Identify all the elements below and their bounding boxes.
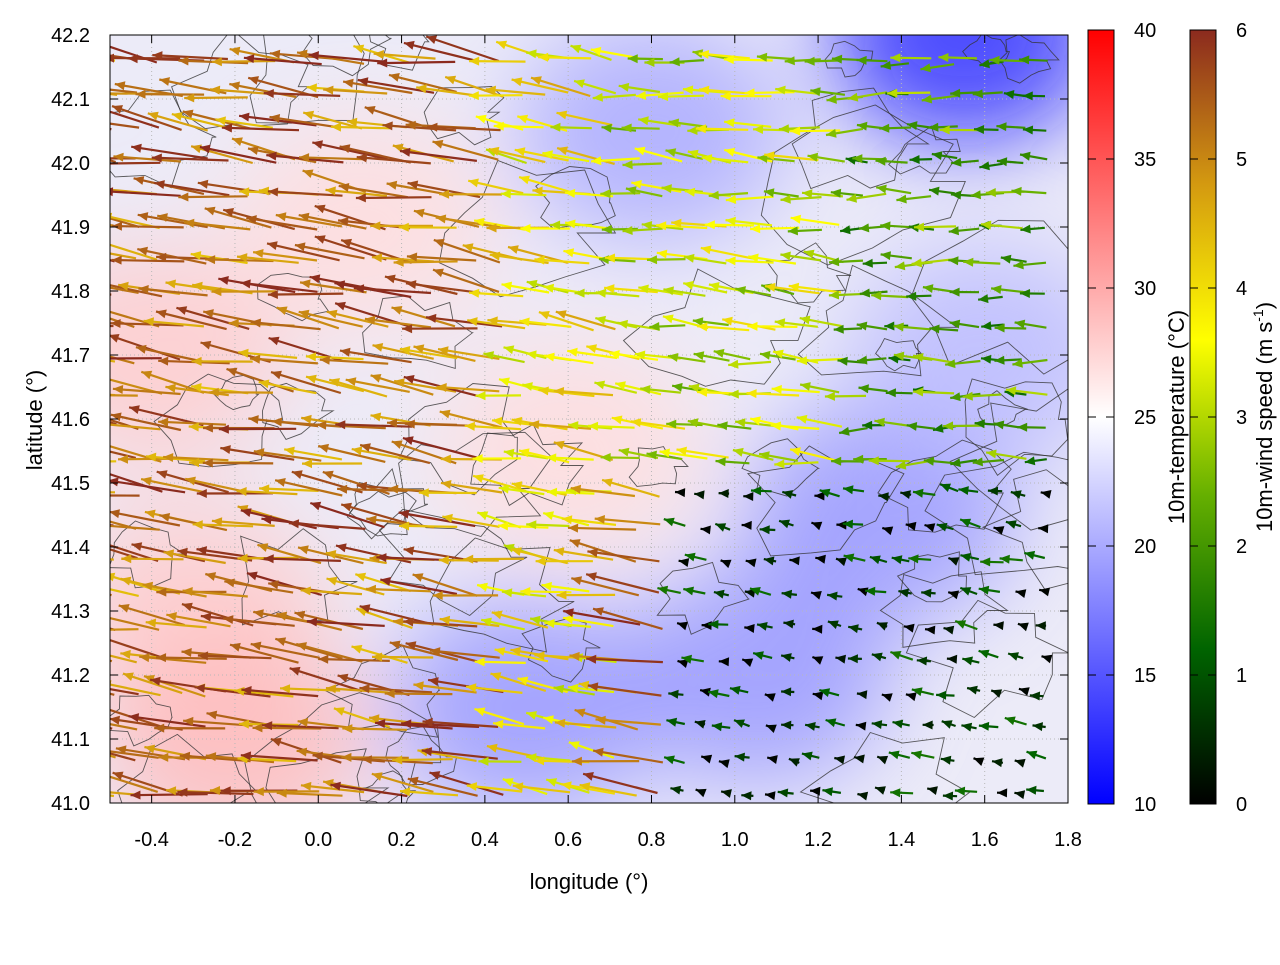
- wind-vector: [44, 576, 111, 596]
- x-tick-label: 1.8: [1054, 829, 1082, 851]
- wind-vector: [40, 239, 115, 261]
- y-tick-label: 42.1: [51, 89, 90, 111]
- y-tick-label: 42.2: [51, 25, 90, 47]
- temperature-colorbar-label: 10m-temperature (°C): [1164, 310, 1189, 524]
- y-tick-label: 41.8: [51, 281, 90, 303]
- colorbar-tick-label: 5: [1236, 149, 1247, 171]
- x-tick-label: 1.0: [721, 829, 749, 851]
- y-tick-label: 41.9: [51, 217, 90, 239]
- colorbar-tick-label: 1: [1236, 665, 1247, 687]
- x-tick-label: 0.6: [554, 829, 582, 851]
- wind-colorbar-label-main: 10m-wind speed (m s: [1252, 322, 1277, 532]
- wind-vector: [38, 322, 113, 331]
- y-axis-label: latitude (°): [22, 370, 47, 471]
- y-tick-label: 41.7: [51, 345, 90, 367]
- x-tick-label: 1.4: [887, 829, 915, 851]
- colorbar-tick-label: 20: [1134, 536, 1156, 558]
- wind-vector: [39, 108, 112, 129]
- y-tick-label: 42.0: [51, 153, 90, 175]
- x-tick-label: 0.0: [304, 829, 332, 851]
- y-tick-label: 41.4: [51, 537, 90, 559]
- x-tick-label: 1.6: [971, 829, 999, 851]
- colorbar-tick-label: 4: [1236, 278, 1247, 300]
- y-tick-label: 41.0: [51, 793, 90, 815]
- colorbar-tick-label: 40: [1134, 20, 1156, 42]
- colorbar-tick-label: 0: [1236, 794, 1247, 816]
- y-tick-label: 41.2: [51, 665, 90, 687]
- wind-vector: [46, 639, 112, 661]
- wind-colorbar-label: 10m-wind speed (m s-1): [1250, 302, 1277, 532]
- colorbar-tick-label: 25: [1134, 407, 1156, 429]
- x-tick-label: 0.8: [638, 829, 666, 851]
- y-tick-label: 41.5: [51, 473, 90, 495]
- wind-vector: [58, 457, 116, 466]
- x-tick-label: 1.2: [804, 829, 832, 851]
- wind-vector: [57, 53, 115, 62]
- colorbar-tick-label: 6: [1236, 20, 1247, 42]
- colorbar-tick-label: 15: [1134, 665, 1156, 687]
- wind-colorbar-label-sup: -1: [1250, 309, 1266, 322]
- colorbar-tick-label: 35: [1134, 149, 1156, 171]
- x-tick-label: -0.4: [134, 829, 168, 851]
- colorbar-tick-label: 30: [1134, 278, 1156, 300]
- wind-vector: [54, 389, 115, 398]
- wind-colorbar-label-end: ): [1252, 302, 1277, 309]
- y-tick-label: 41.1: [51, 729, 90, 751]
- x-tick-label: -0.2: [218, 829, 252, 851]
- x-tick-label: 0.2: [388, 829, 416, 851]
- wind-vector: [37, 517, 114, 526]
- colorbar-tick-label: 10: [1134, 794, 1156, 816]
- x-axis-label: longitude (°): [530, 869, 649, 894]
- y-tick-label: 41.6: [51, 409, 90, 431]
- colorbar-tick-label: 3: [1236, 407, 1247, 429]
- y-tick-label: 41.3: [51, 601, 90, 623]
- colorbar-tick-label: 2: [1236, 536, 1247, 558]
- wind-vector: [36, 179, 113, 192]
- wind-vector: [39, 707, 112, 729]
- x-tick-label: 0.4: [471, 829, 499, 851]
